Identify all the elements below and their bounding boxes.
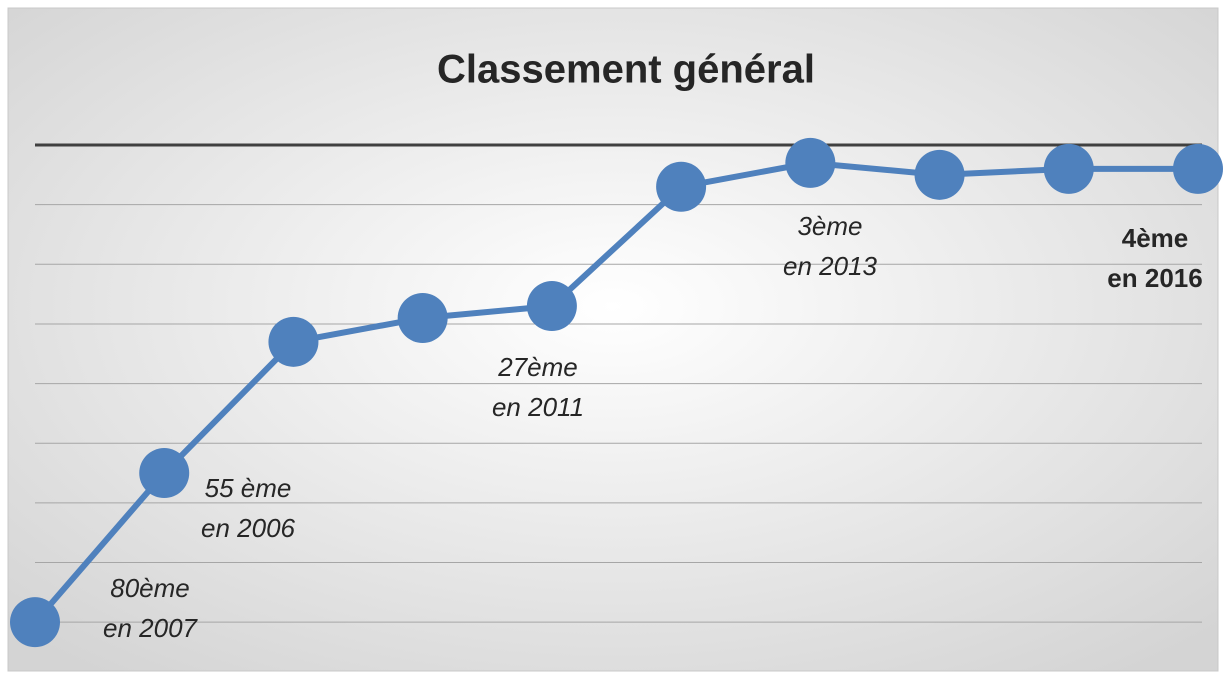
point xyxy=(10,597,60,648)
point xyxy=(139,448,190,499)
chart-title: Classement général xyxy=(437,48,815,92)
point xyxy=(1043,143,1094,194)
point xyxy=(656,161,707,212)
point xyxy=(268,316,319,367)
annotation: en 2016 xyxy=(1107,263,1202,293)
point xyxy=(1173,143,1223,194)
annotation: 27ème xyxy=(497,352,578,382)
point xyxy=(785,137,836,188)
chart-background xyxy=(7,7,1219,672)
annotation: en 2007 xyxy=(103,613,199,643)
annotation: 3ème xyxy=(797,211,862,241)
annotation: en 2006 xyxy=(201,513,296,543)
point xyxy=(397,292,448,343)
annotation: 80ème xyxy=(110,573,190,603)
annotation: 4ème xyxy=(1122,223,1189,253)
point xyxy=(526,281,577,332)
annotation: en 2011 xyxy=(492,392,584,422)
line xyxy=(32,159,1198,625)
point xyxy=(914,149,965,200)
annotation: 55 ème xyxy=(205,473,292,503)
annotation: en 2013 xyxy=(783,251,878,281)
